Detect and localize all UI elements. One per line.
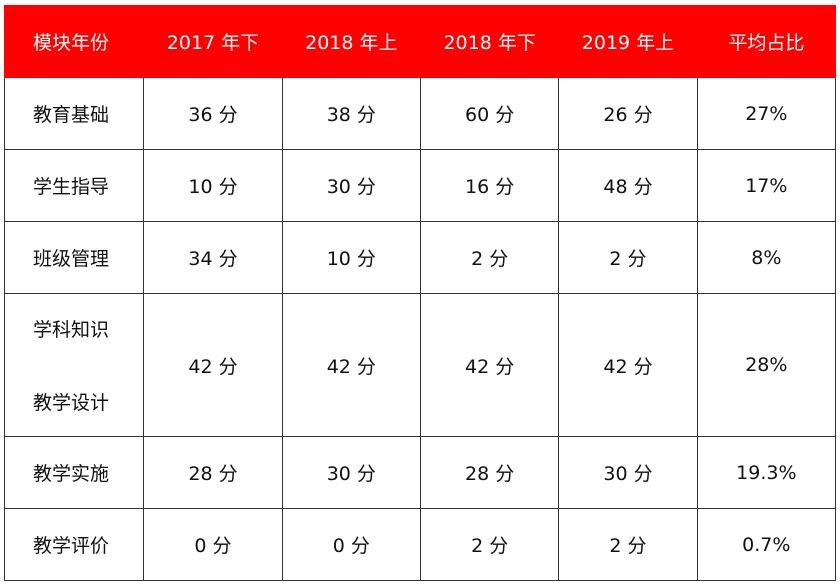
header-cell-2018-first-half: 2018 年上 bbox=[281, 5, 421, 78]
score-cell: 16 分 bbox=[419, 149, 560, 222]
score-cell: 28 分 bbox=[419, 436, 560, 509]
score-cell: 10 分 bbox=[143, 149, 283, 222]
score-cell: 48 分 bbox=[558, 149, 698, 222]
score-cell: 60 分 bbox=[419, 77, 560, 150]
score-cell: 2 分 bbox=[419, 221, 560, 294]
score-cell: 42 分 bbox=[419, 293, 560, 437]
header-cell-2019-first-half: 2019 年上 bbox=[558, 5, 698, 78]
table-row: 教学实施 28 分 30 分 28 分 30 分 19.3% bbox=[3, 436, 837, 509]
score-cell: 30 分 bbox=[281, 149, 421, 222]
average-cell: 28% bbox=[696, 293, 837, 437]
table-row: 教育基础 36 分 38 分 60 分 26 分 27% bbox=[3, 77, 837, 150]
score-cell: 42 分 bbox=[143, 293, 283, 437]
header-cell-2017-second-half: 2017 年下 bbox=[143, 5, 283, 78]
score-cell: 42 分 bbox=[558, 293, 698, 437]
average-cell: 0.7% bbox=[696, 508, 837, 581]
score-cell: 30 分 bbox=[558, 436, 698, 509]
header-cell-2018-second-half: 2018 年下 bbox=[419, 5, 560, 78]
header-cell-average-share: 平均占比 bbox=[696, 5, 837, 78]
score-cell: 2 分 bbox=[558, 221, 698, 294]
score-cell: 34 分 bbox=[143, 221, 283, 294]
module-line: 学科知识 bbox=[33, 319, 110, 341]
average-cell: 8% bbox=[696, 221, 837, 294]
score-cell: 2 分 bbox=[419, 508, 560, 581]
table-row: 教学评价 0 分 0 分 2 分 2 分 0.7% bbox=[3, 508, 837, 581]
score-cell: 42 分 bbox=[281, 293, 421, 437]
table-row: 学生指导 10 分 30 分 16 分 48 分 17% bbox=[3, 149, 837, 222]
score-cell: 36 分 bbox=[143, 77, 283, 150]
score-cell: 38 分 bbox=[281, 77, 421, 150]
score-cell: 2 分 bbox=[558, 508, 698, 581]
table-row: 学科知识 教学设计 42 分 42 分 42 分 42 分 28% bbox=[3, 293, 837, 437]
average-cell: 17% bbox=[696, 149, 837, 222]
module-cell: 教育基础 bbox=[3, 77, 145, 150]
header-row: 模块年份 2017 年下 2018 年上 2018 年下 2019 年上 平均占… bbox=[3, 5, 837, 78]
module-cell: 教学评价 bbox=[3, 508, 145, 581]
module-cell: 学生指导 bbox=[3, 149, 145, 222]
module-line: 教学设计 bbox=[33, 392, 110, 414]
module-cell: 班级管理 bbox=[3, 221, 145, 294]
score-cell: 28 分 bbox=[143, 436, 283, 509]
score-table: 模块年份 2017 年下 2018 年上 2018 年下 2019 年上 平均占… bbox=[3, 5, 837, 581]
score-cell: 0 分 bbox=[281, 508, 421, 581]
score-cell: 0 分 bbox=[143, 508, 283, 581]
average-cell: 27% bbox=[696, 77, 837, 150]
score-cell: 30 分 bbox=[281, 436, 421, 509]
header-cell-module-year: 模块年份 bbox=[3, 5, 145, 78]
module-cell: 教学实施 bbox=[3, 436, 145, 509]
score-cell: 10 分 bbox=[281, 221, 421, 294]
table-row: 班级管理 34 分 10 分 2 分 2 分 8% bbox=[3, 221, 837, 294]
score-cell: 26 分 bbox=[558, 77, 698, 150]
module-cell: 学科知识 教学设计 bbox=[3, 293, 145, 437]
average-cell: 19.3% bbox=[696, 436, 837, 509]
